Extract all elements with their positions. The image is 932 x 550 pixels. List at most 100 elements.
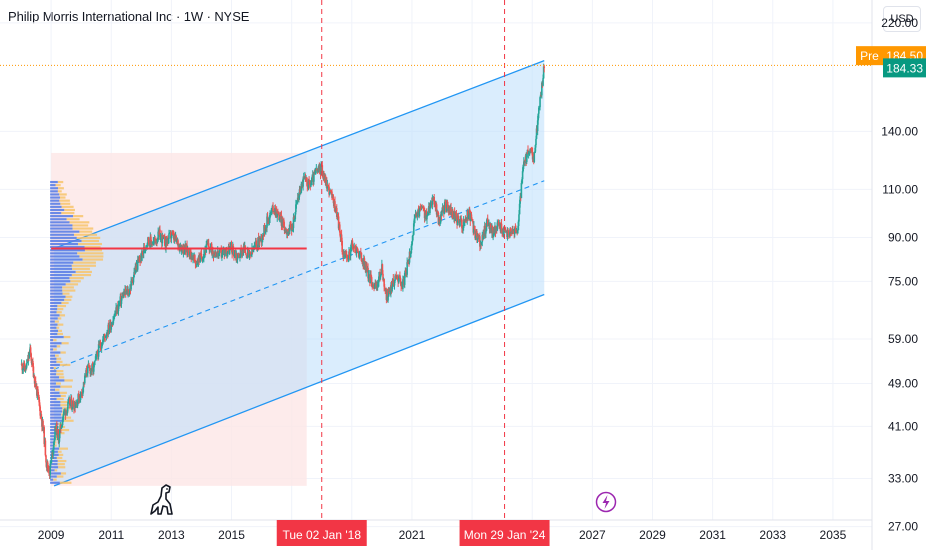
candle-body	[91, 364, 94, 367]
volume-bar	[61, 301, 69, 305]
volume-bar	[55, 354, 59, 357]
volume-bar	[62, 286, 74, 289]
candle-body	[534, 145, 537, 152]
candle-body	[94, 360, 96, 362]
volume-bar	[50, 394, 61, 398]
candle-body	[110, 324, 113, 330]
candle-body	[503, 228, 505, 238]
volume-bar	[50, 388, 56, 391]
candle-body	[58, 438, 60, 444]
time-tick-label: 2035	[820, 528, 847, 542]
candle-body	[327, 185, 330, 187]
candle-body	[293, 219, 296, 221]
candle-body	[360, 252, 363, 262]
candle-body	[504, 231, 507, 233]
price-axis[interactable]: 220.00 140.00 110.00 90.00 75.00 59.00 49.00 41…	[856, 0, 926, 550]
volume-bar	[58, 453, 64, 456]
lightning-icon[interactable]	[595, 491, 617, 513]
candle-body	[328, 193, 331, 195]
candle-body	[259, 238, 262, 242]
volume-bar	[66, 218, 80, 221]
candle-body	[32, 360, 34, 367]
volume-bar	[60, 196, 66, 199]
candle-body	[43, 427, 46, 445]
candle-body	[218, 249, 221, 254]
volume-bar	[50, 438, 56, 441]
volume-bar	[53, 478, 57, 481]
candle-body	[44, 440, 47, 456]
volume-bar	[56, 326, 60, 329]
candle-body	[411, 241, 413, 246]
volume-bar	[50, 304, 58, 308]
volume-bar	[54, 441, 57, 444]
candle-body	[163, 236, 166, 246]
volume-bar	[57, 304, 67, 308]
candle-body	[311, 176, 313, 182]
candle-body	[424, 216, 426, 219]
candle-body	[95, 354, 98, 357]
candle-body	[276, 212, 279, 218]
candle-body	[228, 248, 231, 254]
time-axis[interactable]: 2009 2011 2013 2015 2021 2027 2029 2031 2033 2035…	[0, 519, 872, 546]
candle-body	[326, 180, 328, 189]
candle-body	[102, 339, 104, 345]
volume-bar	[50, 301, 62, 305]
time-tick-label: 2015	[218, 528, 245, 542]
candle-body	[24, 366, 27, 372]
volume-bar	[50, 326, 57, 329]
candle-body	[520, 183, 523, 199]
volume-bar	[56, 311, 62, 314]
candle-body	[524, 161, 526, 163]
volume-bar	[50, 190, 58, 193]
volume-bar	[50, 466, 59, 469]
candle-body	[443, 204, 446, 214]
candle-body	[492, 234, 494, 236]
candle-body	[352, 246, 354, 248]
candle-body	[22, 368, 25, 370]
candle-body	[357, 248, 359, 252]
candle-body	[536, 120, 539, 132]
candle-body	[345, 254, 348, 258]
candle-body	[379, 272, 381, 278]
candle-body	[123, 292, 125, 298]
candle-body	[60, 426, 63, 429]
candle-body	[251, 247, 253, 255]
candle-body	[302, 178, 304, 187]
volume-bar	[59, 199, 70, 202]
candle-body	[314, 170, 317, 172]
candle-body	[517, 221, 520, 231]
candle-body	[220, 249, 223, 257]
volume-bar	[50, 478, 54, 481]
candle-body	[381, 264, 384, 274]
candle-body	[317, 168, 319, 172]
volume-bar	[50, 298, 65, 301]
currency-button[interactable]: USD	[883, 6, 921, 32]
volume-bar	[50, 252, 78, 255]
candle-body	[203, 252, 206, 254]
candle-body	[416, 212, 419, 217]
candle-body	[81, 393, 84, 395]
volume-bar	[50, 481, 60, 484]
candle-body	[134, 266, 137, 274]
last-price-text: 184.33	[886, 61, 923, 75]
candle-body	[386, 292, 389, 301]
candle-body	[279, 215, 282, 219]
volume-bar	[50, 407, 63, 410]
candle-body	[529, 150, 532, 152]
candle-body	[296, 201, 298, 203]
volume-bar	[50, 249, 85, 252]
candle-body	[108, 324, 110, 332]
candle-body	[127, 290, 130, 296]
candle-body	[151, 244, 154, 246]
price-tick-label: 110.00	[882, 182, 918, 196]
volume-bar	[50, 382, 56, 385]
candle-body	[25, 363, 28, 368]
candle-body	[462, 227, 464, 229]
candle-body	[105, 335, 107, 338]
candle-body	[129, 288, 131, 294]
volume-bar	[63, 335, 71, 339]
candle-body	[367, 274, 370, 279]
candle-body	[103, 334, 105, 338]
candle-body	[45, 455, 47, 463]
